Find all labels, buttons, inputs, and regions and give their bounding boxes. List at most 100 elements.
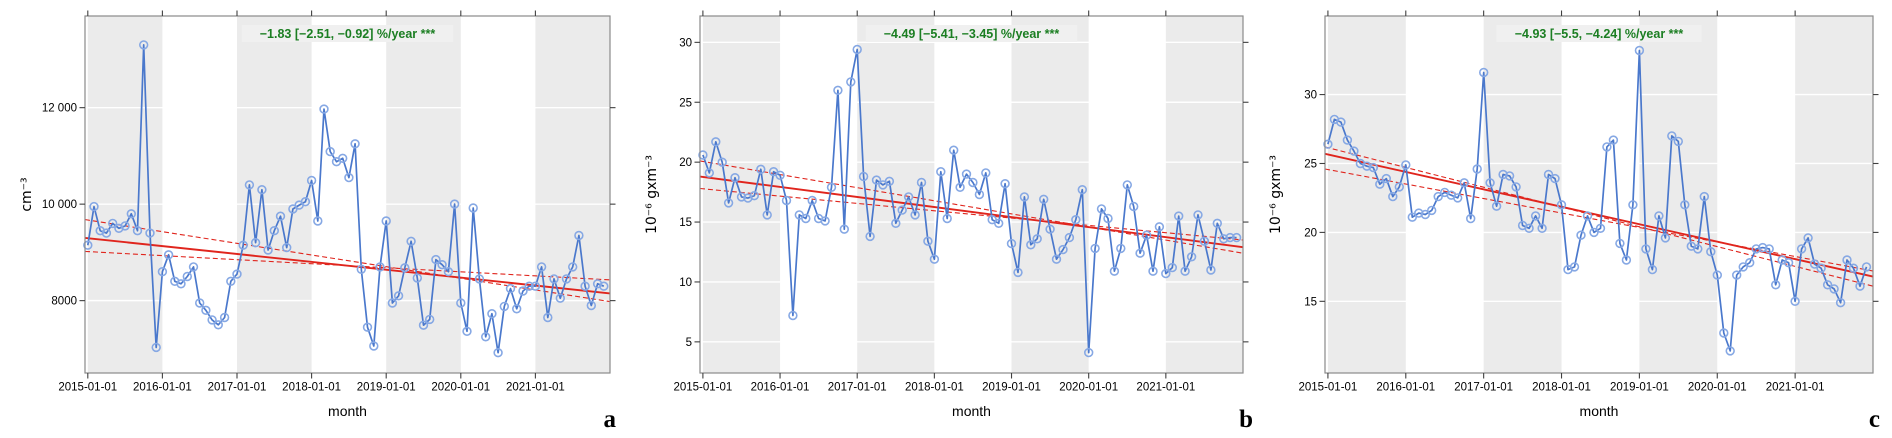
data-point-marker <box>468 203 478 213</box>
year-shade-band <box>1639 16 1718 373</box>
data-point-marker <box>897 205 907 215</box>
x-tick-label: 2021-01-01 <box>506 382 565 394</box>
data-point-marker <box>698 150 708 160</box>
data-point-marker <box>325 146 335 157</box>
data-point-marker <box>891 218 901 229</box>
data-point-marker <box>1725 346 1735 356</box>
chart-a: 2015-01-01 2016-01-01 2017-01-01 2018-01-01… <box>19 10 616 419</box>
data-point-marker <box>820 216 830 226</box>
data-point-marker <box>1569 262 1580 272</box>
data-point-marker <box>481 332 491 342</box>
y-tick-label: 5 <box>686 337 692 349</box>
ci-dashed-line <box>1324 168 1874 272</box>
data-point-marker <box>1861 262 1872 272</box>
data-point-marker <box>730 173 740 183</box>
data-point-marker <box>949 145 959 155</box>
data-point-marker <box>846 77 856 87</box>
data-point-marker <box>1835 298 1846 308</box>
data-point-marker <box>936 167 946 177</box>
data-point-marker <box>238 240 248 250</box>
year-shade-band <box>386 16 461 373</box>
data-point-marker <box>717 157 727 167</box>
x-tick-label: 2020-01-01 <box>1059 382 1118 394</box>
data-point-marker <box>1090 243 1100 254</box>
data-point-marker <box>852 44 862 55</box>
data-point-marker <box>955 182 965 193</box>
chart-panel-a: 2015-01-01 2016-01-01 2017-01-01 2018-01-01… <box>0 0 640 438</box>
data-point-marker <box>871 175 882 185</box>
data-point-marker <box>561 274 572 284</box>
year-shade-band <box>535 16 610 373</box>
annotation-background <box>1496 25 1702 42</box>
data-point-marker <box>1135 248 1145 258</box>
year-shade-band <box>1795 16 1873 373</box>
data-point-marker <box>1212 218 1222 229</box>
data-point-marker <box>443 267 454 277</box>
data-point-marker <box>981 168 991 178</box>
data-point-marker <box>381 216 391 226</box>
data-point-marker <box>1803 233 1813 243</box>
data-point-marker <box>1667 131 1677 141</box>
data-point-marker <box>1504 171 1515 181</box>
data-point-marker <box>313 216 323 226</box>
x-tick-label: 2020-01-01 <box>1688 382 1747 394</box>
data-point-marker <box>493 348 503 358</box>
data-point-marker <box>1186 252 1197 262</box>
data-point-marker <box>1491 201 1502 211</box>
data-point-marker <box>213 320 224 330</box>
year-shade-band <box>1165 16 1243 373</box>
data-point-marker <box>393 291 404 301</box>
x-tick-label: 2017-01-01 <box>208 382 267 394</box>
data-point-marker <box>1103 213 1113 224</box>
plot-border <box>84 15 611 374</box>
data-point-marker <box>1180 266 1190 276</box>
y-tick-label: 10 000 <box>42 199 77 211</box>
data-point-marker <box>903 192 914 202</box>
x-tick-label: 2016-01-01 <box>751 382 810 394</box>
year-shade-band <box>87 16 163 373</box>
data-point-marker <box>369 341 379 351</box>
data-point-marker <box>362 322 373 332</box>
data-point-marker <box>1764 244 1774 254</box>
data-point-marker <box>250 238 261 248</box>
data-point-marker <box>580 281 590 291</box>
data-point-marker <box>1796 244 1807 254</box>
data-point-marker <box>1323 139 1333 149</box>
data-point-marker <box>1071 215 1081 225</box>
x-tick-label: 2015-01-01 <box>673 382 732 394</box>
data-point-marker <box>1738 262 1748 272</box>
data-point-marker <box>1013 267 1023 278</box>
data-point-marker <box>1141 230 1152 240</box>
trend-line <box>699 175 1244 249</box>
data-point-marker <box>1154 222 1165 232</box>
year-shade-band <box>857 16 935 373</box>
data-point-marker <box>704 168 715 178</box>
panel-letter-a: a <box>603 406 617 433</box>
data-point-marker <box>1647 264 1658 275</box>
data-point-marker <box>1537 223 1547 234</box>
data-point-marker <box>574 230 584 241</box>
data-point-marker <box>1026 240 1036 250</box>
data-point-marker <box>1401 160 1411 170</box>
data-point-marker <box>145 228 155 238</box>
x-tick-label: 2015-01-01 <box>1299 382 1358 394</box>
data-point-marker <box>139 40 149 50</box>
data-point-marker <box>375 262 385 272</box>
data-point-marker <box>942 213 952 224</box>
data-point-marker <box>306 175 317 186</box>
data-point-marker <box>1751 244 1761 254</box>
chart-panel-c: 2015-01-01 2016-01-01 2017-01-01 2018-01-01… <box>1261 0 1892 438</box>
data-point-marker <box>736 192 747 202</box>
data-point-marker <box>1077 185 1087 195</box>
data-point-marker <box>487 309 497 319</box>
data-point-marker <box>1129 201 1139 212</box>
data-point-marker <box>387 298 398 308</box>
data-point-marker <box>338 153 348 164</box>
y-tick-label: 30 <box>1304 90 1317 102</box>
ci-dashed-line <box>84 219 611 303</box>
data-point-marker <box>437 260 447 270</box>
data-point-marker <box>89 201 99 212</box>
data-point-marker <box>801 213 811 224</box>
data-point-marker <box>132 226 143 236</box>
data-point-marker <box>1420 209 1431 220</box>
